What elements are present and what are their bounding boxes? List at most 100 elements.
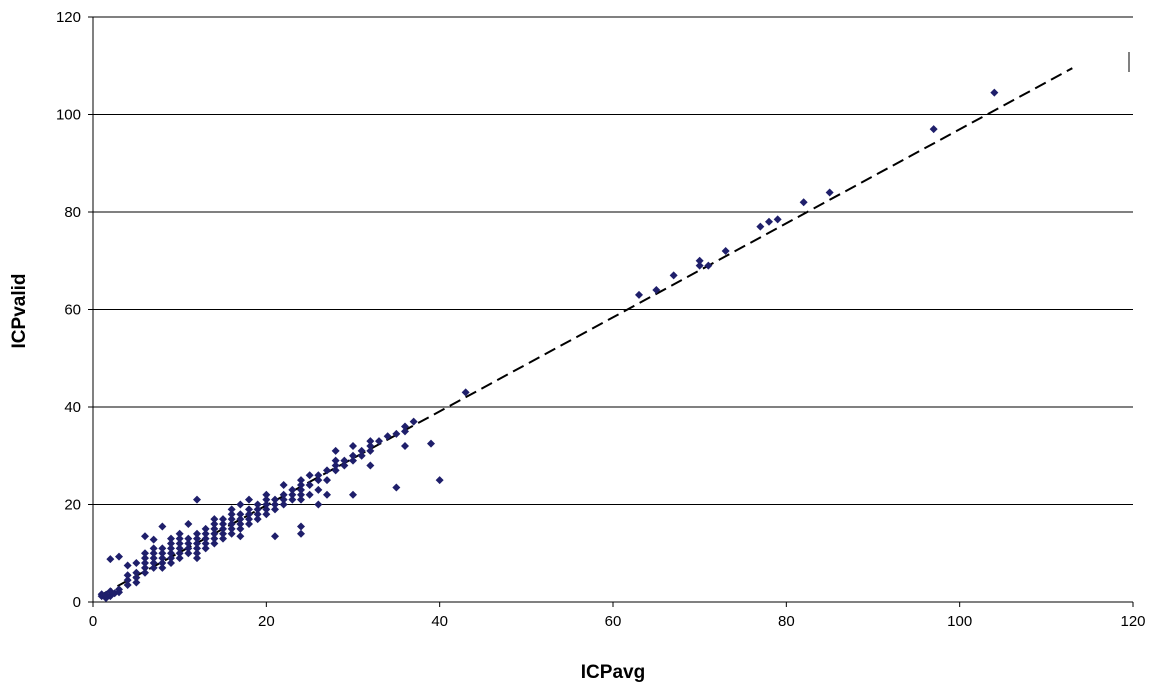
data-point xyxy=(349,456,357,465)
data-point xyxy=(349,490,357,499)
data-point xyxy=(115,585,123,594)
x-tick-label: 80 xyxy=(778,613,795,630)
data-point xyxy=(323,490,331,499)
data-point xyxy=(227,520,236,528)
data-point xyxy=(123,561,132,570)
data-point xyxy=(210,520,219,528)
data-point xyxy=(115,552,123,561)
data-point xyxy=(149,559,158,567)
data-point xyxy=(695,256,704,265)
data-point xyxy=(288,495,297,504)
data-point xyxy=(193,529,201,538)
y-tick-label: 40 xyxy=(64,399,81,416)
x-tick-labels: 0 20 40 60 80 100 120 xyxy=(89,613,1146,630)
data-point xyxy=(106,555,115,564)
y-tick-label: 60 xyxy=(64,302,81,319)
data-point xyxy=(262,505,271,514)
data-point xyxy=(236,515,245,524)
data-point xyxy=(253,515,262,524)
data-point xyxy=(314,476,323,485)
x-tick-label: 40 xyxy=(431,613,448,630)
x-tick-label: 100 xyxy=(947,613,972,630)
data-point xyxy=(990,88,999,97)
data-point xyxy=(236,524,245,533)
data-point xyxy=(210,529,219,538)
data-point xyxy=(219,529,227,538)
y-tick-label: 120 xyxy=(56,9,81,26)
y-tick-label: 20 xyxy=(64,497,81,514)
data-point xyxy=(193,534,201,543)
data-point xyxy=(227,505,236,514)
data-point xyxy=(184,520,193,528)
data-point xyxy=(149,563,158,572)
data-point xyxy=(210,539,219,548)
data-point xyxy=(158,559,167,567)
data-point xyxy=(392,429,401,438)
data-point xyxy=(219,520,227,528)
data-point xyxy=(149,549,158,558)
data-point xyxy=(288,485,297,494)
data-point xyxy=(366,442,375,450)
data-point xyxy=(175,539,184,548)
data-point xyxy=(279,500,288,509)
data-point xyxy=(167,544,175,553)
data-point xyxy=(175,529,184,538)
data-point xyxy=(245,510,253,519)
data-point xyxy=(305,471,314,480)
data-point xyxy=(262,500,271,509)
data-point xyxy=(297,522,305,531)
data-point xyxy=(132,568,141,577)
data-point xyxy=(245,520,253,528)
data-point xyxy=(349,451,357,460)
data-point xyxy=(314,500,323,509)
data-point xyxy=(245,505,253,514)
data-point xyxy=(401,427,409,436)
data-point xyxy=(210,515,219,524)
data-point xyxy=(132,578,141,587)
y-tick-label: 80 xyxy=(64,204,81,221)
data-point xyxy=(158,544,167,553)
data-point xyxy=(669,271,678,280)
trendline xyxy=(101,67,1073,596)
data-point xyxy=(184,539,193,548)
data-point xyxy=(305,490,314,499)
data-point xyxy=(297,481,305,489)
data-point xyxy=(297,490,305,499)
data-point xyxy=(227,524,236,533)
data-point xyxy=(340,456,349,465)
data-point xyxy=(271,495,279,504)
x-tick-label: 60 xyxy=(605,613,622,630)
data-point xyxy=(149,544,158,553)
data-point xyxy=(314,471,323,480)
axes xyxy=(88,16,1134,607)
data-point xyxy=(175,549,184,558)
data-point xyxy=(219,515,227,524)
data-point xyxy=(366,446,375,455)
data-point xyxy=(331,456,340,465)
data-point xyxy=(401,442,409,450)
data-point xyxy=(167,554,175,563)
data-point xyxy=(297,495,305,504)
x-axis-title: ICPavg xyxy=(581,662,645,683)
data-point xyxy=(210,534,219,543)
data-point xyxy=(236,500,245,509)
data-point xyxy=(236,520,245,528)
data-point xyxy=(331,446,340,455)
x-tick-label: 0 xyxy=(89,613,97,630)
data-point xyxy=(271,500,279,509)
data-point xyxy=(695,261,704,270)
data-point xyxy=(158,549,167,558)
data-point xyxy=(201,534,210,543)
data-point xyxy=(297,485,305,494)
data-point xyxy=(219,524,227,533)
data-point xyxy=(132,573,141,582)
data-point xyxy=(288,490,297,499)
data-point xyxy=(193,554,201,563)
data-point xyxy=(357,446,366,455)
data-point xyxy=(331,466,340,475)
data-point xyxy=(201,544,210,553)
data-point xyxy=(158,522,167,531)
data-point xyxy=(141,554,149,563)
data-point xyxy=(227,510,236,519)
data-point xyxy=(175,554,184,563)
